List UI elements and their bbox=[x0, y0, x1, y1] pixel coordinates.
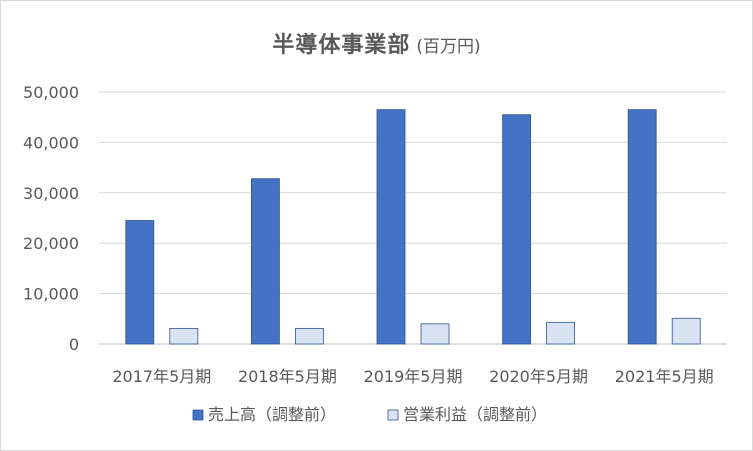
legend-swatch bbox=[387, 409, 399, 421]
legend-swatch bbox=[192, 409, 204, 421]
bar-sales bbox=[250, 178, 280, 345]
bar-operating-profit bbox=[420, 323, 450, 345]
y-tick-label: 0 bbox=[69, 335, 79, 354]
y-tick-label: 40,000 bbox=[23, 133, 79, 152]
x-tick-label: 2018年5月期 bbox=[238, 367, 337, 386]
legend-label: 営業利益（調整前） bbox=[403, 405, 547, 424]
x-tick-label: 2017年5月期 bbox=[112, 367, 211, 386]
x-tick-label: 2020年5月期 bbox=[489, 367, 588, 386]
y-tick-label: 20,000 bbox=[23, 234, 79, 253]
chart-title-main: 半導体事業部 bbox=[272, 33, 411, 58]
bar-operating-profit bbox=[671, 317, 701, 345]
y-tick-label: 30,000 bbox=[23, 184, 79, 203]
bar-sales bbox=[125, 220, 155, 345]
bar-operating-profit bbox=[169, 327, 199, 345]
chart-title-unit: (百万円) bbox=[416, 37, 481, 57]
bar-operating-profit bbox=[294, 327, 324, 345]
y-tick-label: 10,000 bbox=[23, 285, 79, 304]
x-tick-label: 2019年5月期 bbox=[364, 367, 463, 386]
bar-sales bbox=[627, 109, 657, 345]
x-tick-label: 2021年5月期 bbox=[615, 367, 714, 386]
bar-operating-profit bbox=[546, 321, 575, 345]
legend-label: 売上高（調整前） bbox=[208, 405, 336, 424]
chart-title: 半導体事業部 (百万円) bbox=[1, 27, 752, 59]
bar-sales bbox=[502, 114, 532, 345]
bar-sales bbox=[376, 109, 406, 345]
y-tick-label: 50,000 bbox=[23, 83, 79, 102]
